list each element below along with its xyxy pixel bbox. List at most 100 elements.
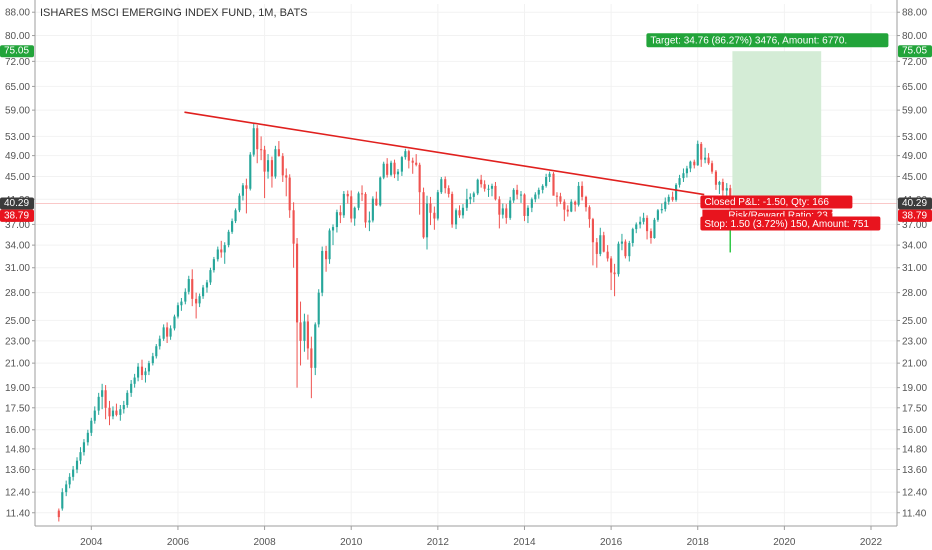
candle-body <box>357 193 360 208</box>
candle-body <box>480 179 483 185</box>
candle-body <box>126 392 129 406</box>
y-tick-label-right: 37.00 <box>902 220 927 231</box>
left-target-price-badge-bg <box>0 45 34 58</box>
candle-body <box>624 241 627 257</box>
candle-body <box>671 196 674 200</box>
candle-body <box>714 171 718 185</box>
candle-body <box>130 383 133 393</box>
candle-body <box>86 432 89 443</box>
rr-label-text: Risk/Reward Ratio: 23.17 <box>728 211 842 222</box>
candle-body <box>57 510 60 518</box>
candle-body <box>675 184 678 200</box>
candle-body <box>306 321 309 349</box>
right-target-price-badge: 75.05 <box>898 45 932 58</box>
candle-body <box>180 301 183 306</box>
candle-body <box>704 157 707 160</box>
candle-body <box>501 208 504 215</box>
candle-body <box>101 390 104 397</box>
candle-body <box>577 185 580 205</box>
x-tick-label: 2012 <box>427 537 450 548</box>
candle-body <box>61 492 64 509</box>
candle-body <box>285 175 288 178</box>
candle-body <box>231 221 234 232</box>
y-tick-label-left: 65.00 <box>5 82 30 93</box>
candle-body <box>584 196 588 208</box>
candle-body <box>563 201 566 210</box>
candle-body <box>162 327 165 339</box>
chart-title: ISHARES MSCI EMERGING INDEX FUND, 1M, BA… <box>40 7 308 19</box>
candle-body <box>266 160 270 172</box>
y-tick-label-right: 19.00 <box>902 383 927 394</box>
candle-body <box>682 173 685 179</box>
candle-body <box>122 405 125 410</box>
y-tick-label-right: 13.60 <box>902 465 927 476</box>
candle-body <box>68 476 71 485</box>
right-target-price-badge-text: 75.05 <box>902 46 927 57</box>
candle-body <box>115 410 118 415</box>
candle-body <box>72 469 75 477</box>
y-tick-label-right: 16.00 <box>902 425 927 436</box>
candle-body <box>292 210 295 244</box>
candle-body <box>678 178 681 185</box>
right-current-price-badge: 40.29 <box>898 197 932 210</box>
candle-body <box>407 151 410 161</box>
candle-body <box>335 212 338 228</box>
candle-body <box>645 217 649 232</box>
candle-body <box>151 356 154 364</box>
candle-body <box>710 163 714 172</box>
y-tick-label-right: 53.00 <box>902 132 927 143</box>
candle-body <box>321 250 324 293</box>
candle-body <box>519 194 523 196</box>
y-tick-label-right: 31.00 <box>902 263 927 274</box>
left-current-price-badge-bg <box>0 197 34 210</box>
right-stop-price-badge-bg <box>898 209 932 222</box>
candle-body <box>144 371 147 376</box>
candle-body <box>389 162 393 175</box>
stop-label-bg <box>700 216 881 231</box>
candle-body <box>465 199 468 208</box>
candle-body <box>526 207 530 216</box>
candle-body <box>537 189 540 195</box>
candle-body <box>660 209 663 211</box>
target-label: Target: 34.76 (86.27%) 3476, Amount: 677… <box>646 33 889 48</box>
candle-body <box>400 157 403 172</box>
candle-body <box>241 185 244 196</box>
candle-body <box>487 188 490 190</box>
candle-body <box>249 154 252 189</box>
candle-body <box>685 168 688 174</box>
candle-body <box>512 189 515 201</box>
candle-body <box>256 128 259 150</box>
right-stop-price-badge: 38.79 <box>898 209 932 222</box>
candle-body <box>725 188 728 191</box>
candle-body <box>548 173 551 178</box>
candle-body <box>288 177 291 211</box>
candle-body <box>216 249 219 260</box>
y-tick-label-right: 28.00 <box>902 288 927 299</box>
y-tick-label-right: 23.00 <box>902 336 927 347</box>
candle-body <box>155 346 158 357</box>
candle-body <box>317 292 320 325</box>
candle-body <box>559 196 562 202</box>
y-tick-label-left: 72.00 <box>5 57 30 68</box>
candle-body <box>581 185 584 197</box>
candle-body <box>700 143 703 160</box>
candle-body <box>469 196 472 200</box>
pnl-label-text: Closed P&L: -1.50, Qty: 166 <box>704 197 829 208</box>
trendline[interactable] <box>184 111 705 196</box>
target-label-text: Target: 34.76 (86.27%) 3476, Amount: 677… <box>650 36 847 47</box>
candle-body <box>483 184 486 189</box>
x-tick-label: 2006 <box>167 537 190 548</box>
candle-body <box>418 164 421 193</box>
y-tick-label-left: 16.00 <box>5 425 30 436</box>
candle-body <box>195 298 198 304</box>
candle-body <box>191 279 194 299</box>
y-tick-label-left: 49.00 <box>5 151 30 162</box>
candle-body <box>555 195 559 197</box>
candle-body <box>447 188 450 194</box>
candle-body <box>552 173 555 196</box>
candle-body <box>631 229 634 243</box>
candle-body <box>238 195 241 211</box>
candle-body <box>346 193 349 197</box>
candle-body <box>649 231 653 239</box>
